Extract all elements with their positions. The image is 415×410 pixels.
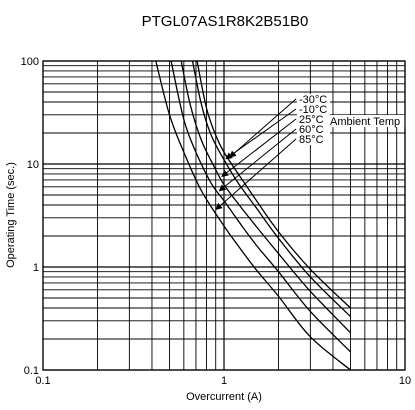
series-label-leader (225, 108, 297, 160)
series-label-background (297, 124, 330, 135)
y-tick-label: 1 (33, 262, 39, 274)
series-label-leader (221, 118, 297, 178)
series-label-leader (229, 98, 297, 158)
series-label-background (297, 114, 330, 125)
chart-title: PTGL07AS1R8K2B51B0 (142, 13, 309, 30)
series-label-background (297, 94, 330, 105)
series-label: -10°C (299, 104, 327, 116)
x-tick-label: 1 (221, 375, 227, 387)
x-axis-label: Overcurrent (A) (186, 391, 262, 403)
annotations: -30°C-10°C25°C60°C85°C Ambient Temp (215, 94, 410, 211)
grid (42, 60, 406, 371)
series-label: 25°C (299, 114, 324, 126)
series-label-leader (218, 128, 297, 192)
tick-labels: 0.1 1 10 0.1 1 10 100 (21, 56, 411, 387)
series-label-background (297, 104, 330, 115)
series-line (170, 61, 351, 353)
series-label: -30°C (299, 94, 327, 106)
y-tick-label: 100 (21, 56, 39, 68)
series-label-background (297, 134, 330, 145)
x-tick-label: 10 (399, 375, 411, 387)
series-line (180, 61, 351, 334)
series-lines (155, 61, 351, 370)
series-label: 85°C (299, 134, 324, 146)
x-tick-label: 0.1 (35, 375, 50, 387)
series-line (191, 61, 351, 318)
plot-frame (42, 60, 406, 371)
series-line (155, 61, 351, 370)
y-tick-label: 0.1 (24, 365, 39, 377)
series-label: 60°C (299, 124, 324, 136)
ambient-temp-annotation: Ambient Temp (330, 116, 400, 128)
annotation-background (328, 115, 410, 127)
y-axis-label: Operating Time (sec.) (5, 162, 17, 268)
y-tick-label: 10 (27, 159, 39, 171)
series-label-leader (215, 138, 297, 211)
series-line (196, 61, 351, 309)
